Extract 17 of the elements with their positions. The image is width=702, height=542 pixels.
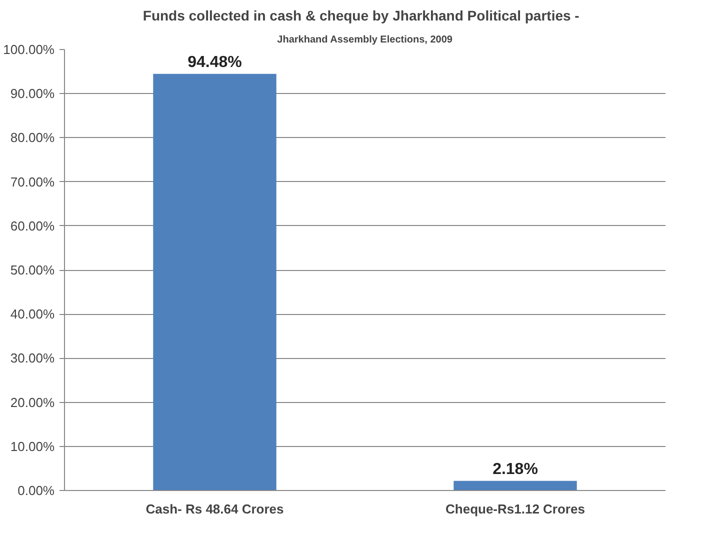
y-tick-label: 30.00% <box>10 350 55 366</box>
y-tick-label: 10.00% <box>10 438 55 454</box>
y-tick-label: 40.00% <box>10 306 55 322</box>
chart-subtitle: Jharkhand Assembly Elections, 2009 <box>277 34 453 46</box>
y-tick-label: 50.00% <box>10 262 55 278</box>
y-tick-label: 100.00% <box>3 42 55 57</box>
y-tick-label: 0.00% <box>18 483 55 498</box>
x-tick-label: Cash- Rs 48.64 Crores <box>146 502 284 516</box>
y-tick-label: 70.00% <box>10 174 55 190</box>
y-tick-label: 80.00% <box>10 130 55 146</box>
x-tick-label: Cheque-Rs1.12 Crores <box>446 502 585 516</box>
chart-title: Funds collected in cash & cheque by Jharkhand Political parties - <box>142 8 580 24</box>
y-tick-label: 60.00% <box>10 218 55 234</box>
data-label: 94.48% <box>188 54 242 71</box>
y-tick-label: 20.00% <box>10 394 55 410</box>
data-label: 2.18% <box>492 460 538 478</box>
y-tick-label: 90.00% <box>10 86 55 102</box>
